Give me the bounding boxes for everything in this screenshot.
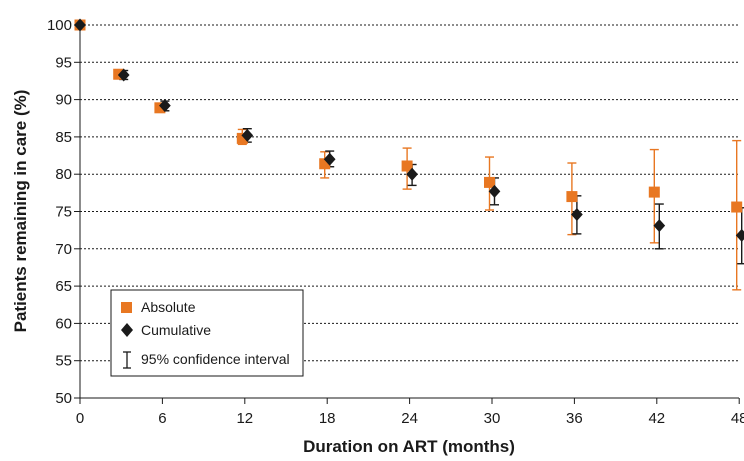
- y-tick-label: 80: [55, 166, 72, 183]
- legend-cumulative-label: Cumulative: [141, 322, 211, 338]
- cumulative-point: [406, 167, 418, 181]
- y-tick-label: 55: [55, 353, 72, 370]
- absolute-point: [484, 176, 495, 188]
- cumulative-point: [159, 99, 171, 113]
- y-tick-label: 60: [55, 315, 72, 332]
- cumulative-point: [571, 207, 583, 221]
- legend-absolute-label: Absolute: [141, 299, 196, 315]
- legend: Absolute Cumulative 95% confidence inter…: [110, 289, 304, 377]
- x-tick-label: 12: [236, 410, 253, 427]
- absolute-point: [154, 102, 166, 114]
- absolute-point: [648, 186, 660, 198]
- legend-cumulative-marker: [121, 323, 133, 337]
- y-tick-label: 70: [55, 241, 72, 258]
- x-tick-label: 24: [401, 410, 418, 427]
- absolute-point: [731, 201, 743, 213]
- y-tick-label: 75: [55, 204, 72, 221]
- legend-ci-icon: [123, 351, 131, 369]
- legend-box: [110, 289, 304, 377]
- cumulative-point: [653, 219, 666, 233]
- x-tick-label: 6: [158, 410, 166, 427]
- cumulative-point: [488, 184, 501, 198]
- absolute-point: [401, 160, 413, 172]
- x-tick-label: 48: [731, 410, 744, 427]
- cumulative-point: [241, 128, 254, 142]
- y-tick-label: 100: [47, 17, 72, 34]
- legend-ci-label: 95% confidence interval: [141, 351, 290, 367]
- y-tick-label: 50: [55, 390, 72, 407]
- cumulative-point: [323, 152, 336, 166]
- legend-absolute-marker: [121, 302, 132, 313]
- x-tick-label: 30: [484, 410, 501, 427]
- error-bars: [119, 69, 744, 291]
- x-tick-label: 36: [566, 410, 583, 427]
- x-tick-label: 42: [648, 410, 665, 427]
- y-axis-title: Patients remaining in care (%): [11, 90, 30, 333]
- absolute-point: [566, 191, 578, 203]
- absolute-point: [319, 158, 331, 170]
- cumulative-point: [735, 228, 744, 242]
- x-tick-label: 18: [319, 410, 336, 427]
- data-markers: [74, 18, 744, 242]
- cumulative-point: [74, 18, 86, 32]
- x-axis-title: Duration on ART (months): [303, 437, 515, 456]
- y-ticks: 50 55 60 65 70 75 80 85 90 95 100: [47, 17, 80, 407]
- y-tick-label: 65: [55, 278, 72, 295]
- absolute-point: [236, 132, 248, 144]
- y-tick-label: 90: [55, 92, 72, 109]
- y-tick-label: 95: [55, 54, 72, 71]
- y-tick-label: 85: [55, 129, 72, 146]
- x-ticks: 0 6 12 18 24 30 36 42 48: [76, 398, 744, 427]
- cumulative-point: [117, 68, 130, 82]
- absolute-ci-bar: [732, 139, 742, 291]
- x-tick-label: 0: [76, 410, 84, 427]
